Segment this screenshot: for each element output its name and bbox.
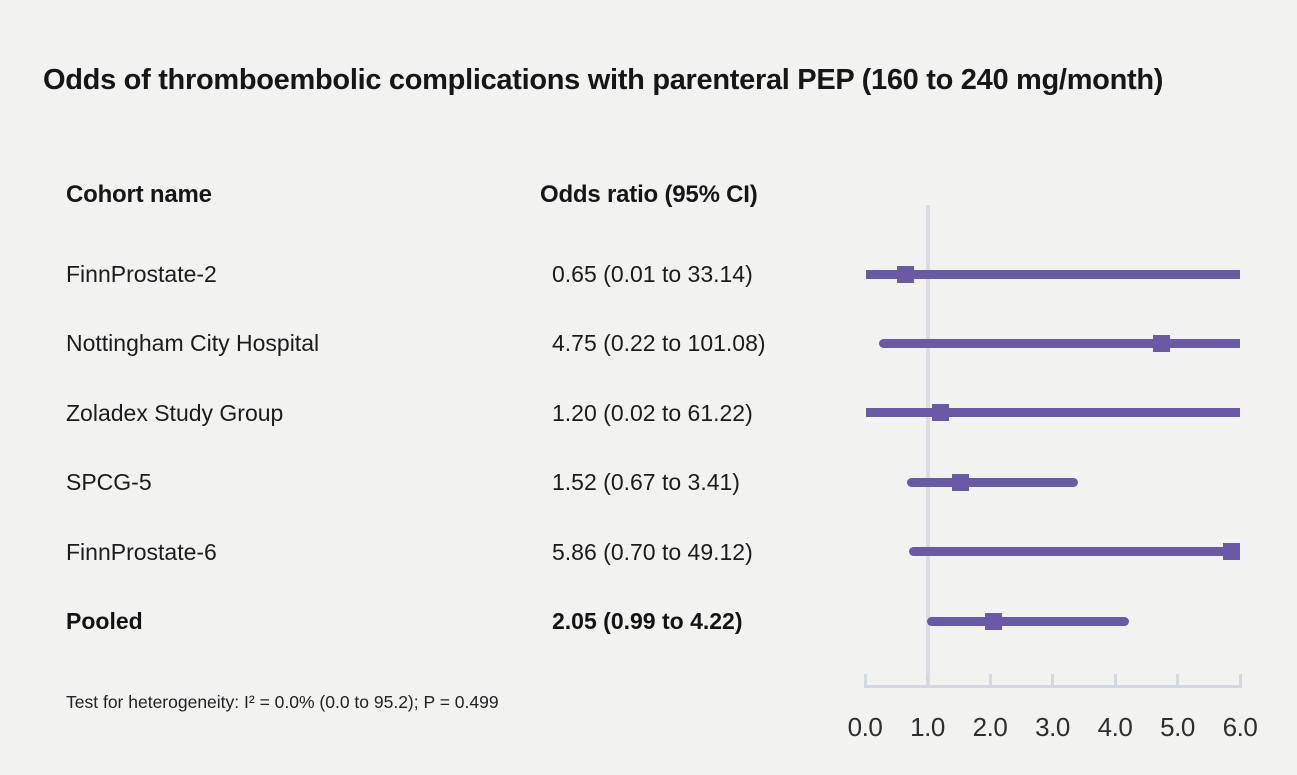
odds-ratio-marker <box>897 265 915 283</box>
odds-ratio-value: 2.05 (0.99 to 4.22) <box>552 608 743 634</box>
odds-ratio-value: 5.86 (0.70 to 49.12) <box>552 538 753 565</box>
x-axis-tick <box>1176 674 1179 685</box>
x-tick-label: 1.0 <box>910 712 945 742</box>
chart-title: Odds of thromboembolic complications wit… <box>43 64 1164 96</box>
x-axis-tick <box>1238 674 1242 685</box>
odds-ratio-value: 1.20 (0.02 to 61.22) <box>552 399 753 426</box>
odds-ratio-marker <box>1222 543 1240 561</box>
reference-line <box>925 205 930 688</box>
confidence-interval-bar <box>866 408 1240 418</box>
column-header-odds-ratio: Odds ratio (95% CI) <box>540 181 758 208</box>
odds-ratio-value: 1.52 (0.67 to 3.41) <box>552 469 740 496</box>
x-axis-tick <box>988 674 992 685</box>
x-axis-tick <box>1051 674 1054 685</box>
column-header-cohort-name: Cohort name <box>66 181 212 208</box>
cohort-label: Pooled <box>66 608 143 634</box>
x-tick-label: 5.0 <box>1160 712 1195 742</box>
x-tick-label: 6.0 <box>1222 712 1258 742</box>
odds-ratio-marker <box>1153 334 1171 352</box>
cohort-label: SPCG-5 <box>66 469 152 496</box>
confidence-interval-bar <box>906 477 1079 487</box>
cohort-label: FinnProstate-6 <box>66 538 217 565</box>
cohort-label: FinnProstate-2 <box>66 261 217 287</box>
heterogeneity-footnote: Test for heterogeneity: I² = 0.0% (0.0 t… <box>66 692 499 712</box>
x-axis-tick <box>863 674 867 685</box>
odds-ratio-marker <box>931 404 949 422</box>
x-axis-tick <box>926 674 929 685</box>
odds-ratio-value: 0.65 (0.01 to 33.14) <box>552 261 753 287</box>
confidence-interval-bar <box>865 269 1240 279</box>
odds-ratio-marker <box>951 473 969 491</box>
cohort-label: Nottingham City Hospital <box>66 330 320 357</box>
confidence-interval-bar <box>926 616 1129 626</box>
x-axis-line <box>863 685 1242 688</box>
odds-ratio-value: 4.75 (0.22 to 101.08) <box>552 330 766 357</box>
confidence-interval-bar <box>908 547 1240 557</box>
x-tick-label: 0.0 <box>847 712 883 742</box>
confidence-interval-bar <box>878 338 1240 348</box>
x-tick-label: 2.0 <box>972 712 1008 742</box>
x-tick-label: 3.0 <box>1035 712 1070 742</box>
x-tick-label: 4.0 <box>1097 712 1133 742</box>
odds-ratio-marker <box>984 612 1002 630</box>
cohort-label: Zoladex Study Group <box>66 399 284 426</box>
x-axis-tick <box>1113 674 1117 685</box>
